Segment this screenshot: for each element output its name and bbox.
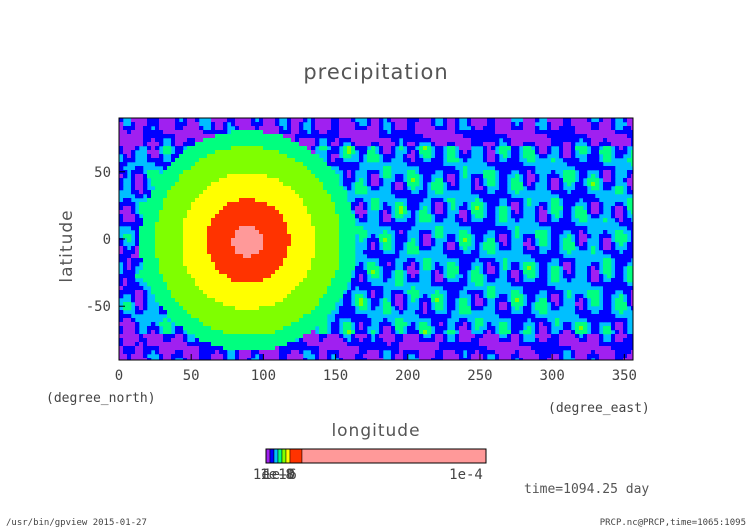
precipitation-field (119, 118, 633, 360)
colorbar-segment (285, 448, 291, 464)
x-tick-label: 350 (612, 368, 637, 384)
x-tick-label: 300 (539, 368, 564, 384)
x-axis-unit: (degree_east) (548, 401, 650, 416)
y-tick-label: -50 (86, 299, 111, 315)
colorbar-segment (273, 448, 279, 464)
y-axis: 50 0 -50 (86, 165, 125, 315)
colorbar-segment (301, 448, 487, 464)
colorbar-segment (265, 448, 271, 464)
time-label: time=1094.25 day (524, 482, 650, 497)
y-axis-unit: (degree_north) (46, 391, 156, 406)
y-tick-label: 50 (94, 165, 111, 181)
x-tick-label: 200 (395, 368, 420, 384)
colorbar-label: 1e-10 (253, 467, 295, 483)
colorbar-label: 1e-8 (260, 467, 294, 483)
x-axis: 0 50 100 150 200 250 300 350 (115, 354, 637, 384)
colorbar-segment (281, 448, 287, 464)
colorbar-frame (265, 448, 487, 464)
colorbar-segment (289, 448, 303, 464)
footer-left: /usr/bin/gpview 2015-01-27 (6, 518, 147, 528)
chart-title: precipitation (303, 60, 449, 84)
x-axis-title: longitude (331, 421, 420, 441)
colorbar-label: 1e-4 (449, 467, 483, 483)
footer-right: PRCP.nc@PRCP,time=1065:1095 (599, 518, 746, 528)
x-tick-label: 0 (115, 368, 123, 384)
colorbar-label: 1e-6 (263, 467, 297, 483)
colorbar-segment (277, 448, 283, 464)
x-tick-label: 250 (467, 368, 492, 384)
x-tick-label: 100 (251, 368, 276, 384)
colorbar-segment (269, 448, 275, 464)
y-tick-label: 0 (103, 232, 111, 248)
x-tick-label: 150 (323, 368, 348, 384)
y-axis-title: latitude (57, 209, 77, 282)
x-tick-label: 50 (183, 368, 200, 384)
